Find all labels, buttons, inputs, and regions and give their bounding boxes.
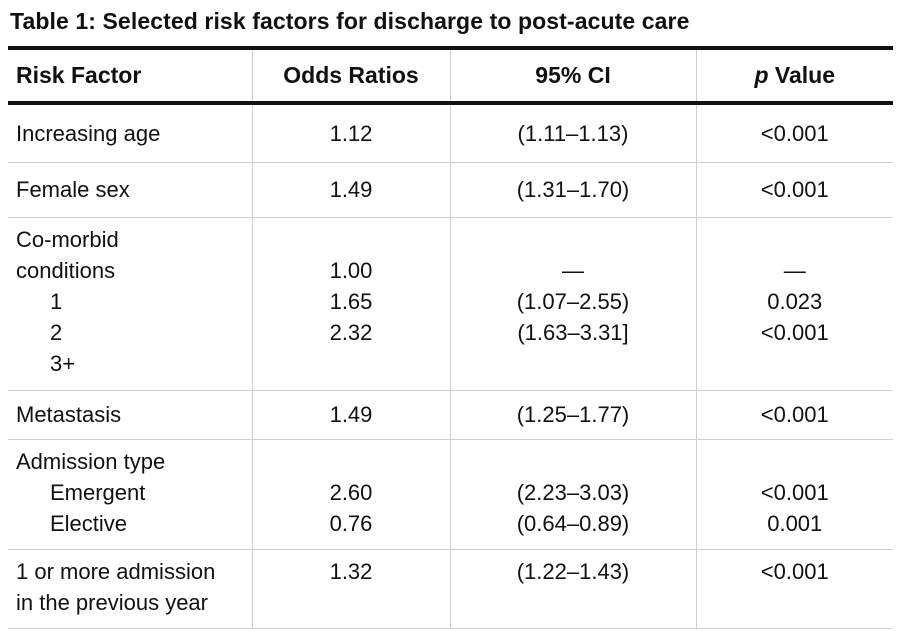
ci-value: — bbox=[562, 257, 584, 283]
odds-ratio-cell: 1.00 1.65 2.32 bbox=[251, 216, 450, 390]
ci-cell: (1.31–1.70) bbox=[449, 161, 696, 217]
odds-ratio-cell: 1.49 bbox=[251, 389, 450, 439]
header-95-ci: 95% CI bbox=[449, 48, 696, 103]
header-p-italic: p bbox=[754, 62, 769, 88]
p-value-cell: <0.001 0.001 bbox=[695, 438, 893, 549]
sub-label: Emergent bbox=[50, 479, 146, 505]
odds-ratio-cell: 1.12 bbox=[251, 102, 450, 162]
odds-ratio-value: 1.32 bbox=[329, 558, 373, 584]
table-row: Female sex 1.49 (1.31–1.70) <0.001 bbox=[8, 161, 893, 217]
ci-cell: (2.23–3.03) (0.64–0.89) bbox=[449, 438, 696, 549]
odds-ratio-value: 1.65 bbox=[329, 288, 373, 314]
ci-cell: — (1.07–2.55) (1.63–3.31] bbox=[449, 216, 696, 390]
p-value-cell: <0.001 bbox=[695, 548, 893, 629]
ci-value: (0.64–0.89) bbox=[516, 510, 630, 536]
table-row: Co-morbid conditions 1 2 3+ 1.00 1.65 2.… bbox=[8, 216, 893, 390]
p-value: <0.001 bbox=[760, 558, 829, 584]
p-value: <0.001 bbox=[760, 479, 829, 505]
p-value-cell: <0.001 bbox=[695, 102, 893, 162]
table-row: Increasing age 1.12 (1.11–1.13) <0.001 bbox=[8, 102, 893, 162]
odds-ratio-cell: 1.32 bbox=[251, 548, 450, 629]
ci-value: (1.22–1.43) bbox=[516, 558, 630, 584]
row-label: Increasing age bbox=[8, 102, 252, 162]
row-label: 1 or more admission in the previous year bbox=[8, 548, 252, 629]
header-risk-factor: Risk Factor bbox=[16, 62, 142, 88]
odds-ratio-value: 0.76 bbox=[329, 510, 373, 536]
odds-ratio-cell: 2.60 0.76 bbox=[251, 438, 450, 549]
row-label: Female sex bbox=[8, 161, 252, 217]
row-label-line: 1 or more admission bbox=[16, 558, 216, 584]
sub-label: 2 bbox=[50, 319, 63, 345]
row-label-line: in the previous year bbox=[16, 589, 208, 615]
sub-label: 3+ bbox=[50, 350, 76, 376]
table-row: 1 or more admission in the previous year… bbox=[8, 548, 893, 629]
row-label: Metastasis bbox=[8, 389, 252, 439]
risk-factors-table: Risk Factor Odds Ratios 95% CI p Value I… bbox=[8, 46, 893, 629]
table-caption: Table 1: Selected risk factors for disch… bbox=[10, 8, 690, 34]
odds-ratio-value: 2.60 bbox=[329, 479, 373, 505]
table-row: Metastasis 1.49 (1.25–1.77) <0.001 bbox=[8, 389, 893, 439]
ci-value: (1.07–2.55) bbox=[516, 288, 630, 314]
ci-cell: (1.25–1.77) bbox=[449, 389, 696, 439]
ci-cell: (1.22–1.43) bbox=[449, 548, 696, 629]
odds-ratio-cell: 1.49 bbox=[251, 161, 450, 217]
sub-label: Elective bbox=[50, 510, 128, 536]
sub-label: 1 bbox=[50, 288, 63, 314]
header-p-rest: Value bbox=[768, 62, 836, 88]
p-value-cell: — 0.023 <0.001 bbox=[695, 216, 893, 390]
table-row: Admission type Emergent Elective 2.60 0.… bbox=[8, 438, 893, 549]
header-odds-ratios: Odds Ratios bbox=[251, 48, 450, 103]
ci-value: (1.63–3.31] bbox=[517, 319, 629, 345]
p-value-cell: <0.001 bbox=[695, 389, 893, 439]
odds-ratio-value: 2.32 bbox=[329, 319, 373, 345]
ci-cell: (1.11–1.13) bbox=[449, 102, 696, 162]
p-value: 0.001 bbox=[767, 510, 823, 536]
p-value: 0.023 bbox=[767, 288, 823, 314]
header-p-value: p Value bbox=[695, 48, 893, 103]
row-label: Co-morbid conditions 1 2 3+ bbox=[8, 216, 252, 390]
row-label-line: conditions bbox=[16, 257, 116, 283]
p-value: <0.001 bbox=[760, 319, 829, 345]
p-value-cell: <0.001 bbox=[695, 161, 893, 217]
row-label-line: Admission type bbox=[16, 448, 166, 474]
table-header: Risk Factor Odds Ratios 95% CI p Value bbox=[8, 48, 893, 103]
odds-ratio-value: 1.00 bbox=[329, 257, 373, 283]
row-label: Admission type Emergent Elective bbox=[8, 438, 252, 549]
p-value: — bbox=[783, 257, 806, 283]
ci-value: (2.23–3.03) bbox=[516, 479, 630, 505]
row-label-line: Co-morbid bbox=[16, 226, 119, 252]
